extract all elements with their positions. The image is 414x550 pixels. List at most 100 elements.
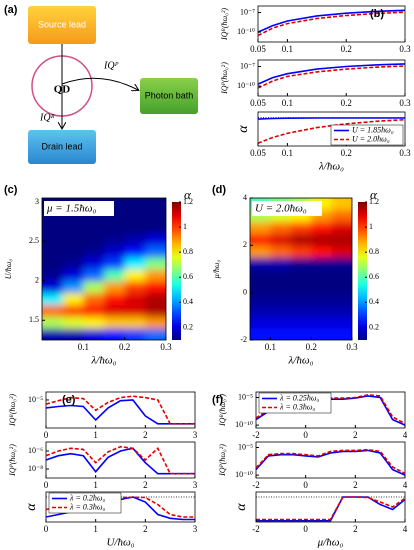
heatmap-cell <box>311 328 333 340</box>
x-tick-label: 0 <box>303 480 308 490</box>
heatmap-cell <box>290 269 312 282</box>
x-tick-label: 3 <box>193 524 198 534</box>
heatmap-cell <box>62 328 84 340</box>
heatmap-cell <box>104 233 126 246</box>
drain-box <box>28 130 96 164</box>
y-tick-label: 3 <box>35 197 39 206</box>
x-tick-label: 1 <box>93 524 98 534</box>
heatmap-cell <box>124 280 146 294</box>
y-tick-label: 10⁻¹⁰ <box>237 81 255 90</box>
heatmap-cell <box>83 221 105 234</box>
heatmap-cell <box>124 292 146 305</box>
panel-label: (b) <box>370 8 384 20</box>
heatmap-cell <box>104 245 126 258</box>
x-tick-label: -2 <box>252 480 260 490</box>
heatmap-cell <box>290 328 312 340</box>
panel-label: (a) <box>4 4 18 16</box>
x-tick-label: 4 <box>403 480 408 490</box>
colorbar-label: α <box>184 187 192 202</box>
x-tick-label: 0.3 <box>399 44 411 54</box>
heatmap-cell <box>250 233 271 246</box>
plot-frame <box>255 441 406 479</box>
x-tick-label: 0.1 <box>282 44 293 54</box>
heatmap-cell <box>83 269 105 282</box>
heatmap-cell <box>311 257 333 270</box>
series-line <box>257 118 406 144</box>
x-tick-label: 0.05 <box>250 98 266 108</box>
heatmap-cell <box>145 209 166 223</box>
colorbar <box>358 202 367 340</box>
y-tick-label: 2 <box>243 240 247 249</box>
colorbar-tick-label: 0.2 <box>369 322 379 331</box>
y-tick-label: 10⁻⁸ <box>28 464 43 473</box>
series-line <box>257 63 406 85</box>
plot-frame <box>255 391 406 429</box>
photon-arrow <box>61 77 138 90</box>
heatmap-cell <box>290 257 312 270</box>
heatmap-cell <box>42 316 64 329</box>
heatmap-cell <box>290 280 312 294</box>
heatmap-cell <box>270 221 292 234</box>
heatmap-cell <box>311 233 333 246</box>
colorbar-tick-label: 1.2 <box>183 197 193 206</box>
heatmap-cell <box>270 280 292 294</box>
y-axis-label: IQᴿ(ħω₀²) <box>220 8 229 41</box>
ir-label: IQᴿ <box>39 112 55 123</box>
heatmap-cell <box>145 269 166 282</box>
colorbar-tick-label: 1 <box>183 222 187 231</box>
heatmap-cell <box>62 292 84 305</box>
heatmap-cell <box>124 269 146 282</box>
heatmap-cell <box>290 304 312 317</box>
heatmap-cell <box>311 221 333 234</box>
heatmap-cell <box>62 316 84 329</box>
heatmap-cell <box>331 304 352 317</box>
bath-box <box>140 78 198 114</box>
x-tick-label: 0 <box>44 480 49 490</box>
y-axis-label: IQᴿ(ħω₀²) <box>8 394 17 427</box>
heatmap-cell <box>311 245 333 258</box>
colorbar <box>172 202 181 340</box>
heatmap-cell <box>124 209 146 223</box>
heatmap-cell <box>331 257 352 270</box>
heatmap-cell <box>104 304 126 317</box>
heatmap-cell <box>145 292 166 305</box>
series-line <box>257 11 406 37</box>
source-box <box>28 6 96 44</box>
y-axis-label: α <box>234 503 249 511</box>
heatmap-cell <box>290 233 312 246</box>
heatmap-cell <box>270 233 292 246</box>
heatmap-cell <box>124 316 146 329</box>
heatmap-cell <box>62 280 84 294</box>
heatmap-cell <box>104 221 126 234</box>
y-axis-label: IQᴾ(ħω₀²) <box>220 62 229 95</box>
heatmap-cell <box>331 209 352 223</box>
x-tick-label: 2 <box>143 480 148 490</box>
heatmap-cell <box>270 328 292 340</box>
legend-label: λ = 0.2ħω₀ <box>69 493 106 502</box>
y-axis-label: IQᴿ(ħω₀²) <box>218 394 227 427</box>
annotation-box <box>44 201 114 216</box>
x-tick-label: 0.2 <box>341 148 352 158</box>
heatmap-cell <box>145 280 166 294</box>
x-axis-label: λ/ħω₀ <box>91 355 117 367</box>
heatmap-cell <box>42 292 64 305</box>
x-tick-label: 2 <box>353 430 358 440</box>
x-tick-label: 4 <box>403 430 408 440</box>
heatmap-cell <box>124 257 146 270</box>
colorbar-tick-label: 1 <box>369 222 373 231</box>
x-tick-label: 0.2 <box>341 98 352 108</box>
heatmap-cell <box>311 269 333 282</box>
heatmap-cell <box>290 316 312 329</box>
heatmap-cell <box>270 292 292 305</box>
heatmap-cell <box>270 257 292 270</box>
legend-label: λ = 0.25ħω₀ <box>279 393 320 402</box>
heatmap-cell <box>250 280 271 294</box>
heatmap-cell <box>104 316 126 329</box>
y-tick-label: 4 <box>243 193 247 202</box>
heatmap-cell <box>42 304 64 317</box>
x-axis-label: μ/ħω₀ <box>317 537 344 549</box>
panel-label: (c) <box>4 184 18 196</box>
drain-label: Drain lead <box>41 141 82 151</box>
series-line <box>257 9 406 33</box>
heatmap-cell <box>270 245 292 258</box>
